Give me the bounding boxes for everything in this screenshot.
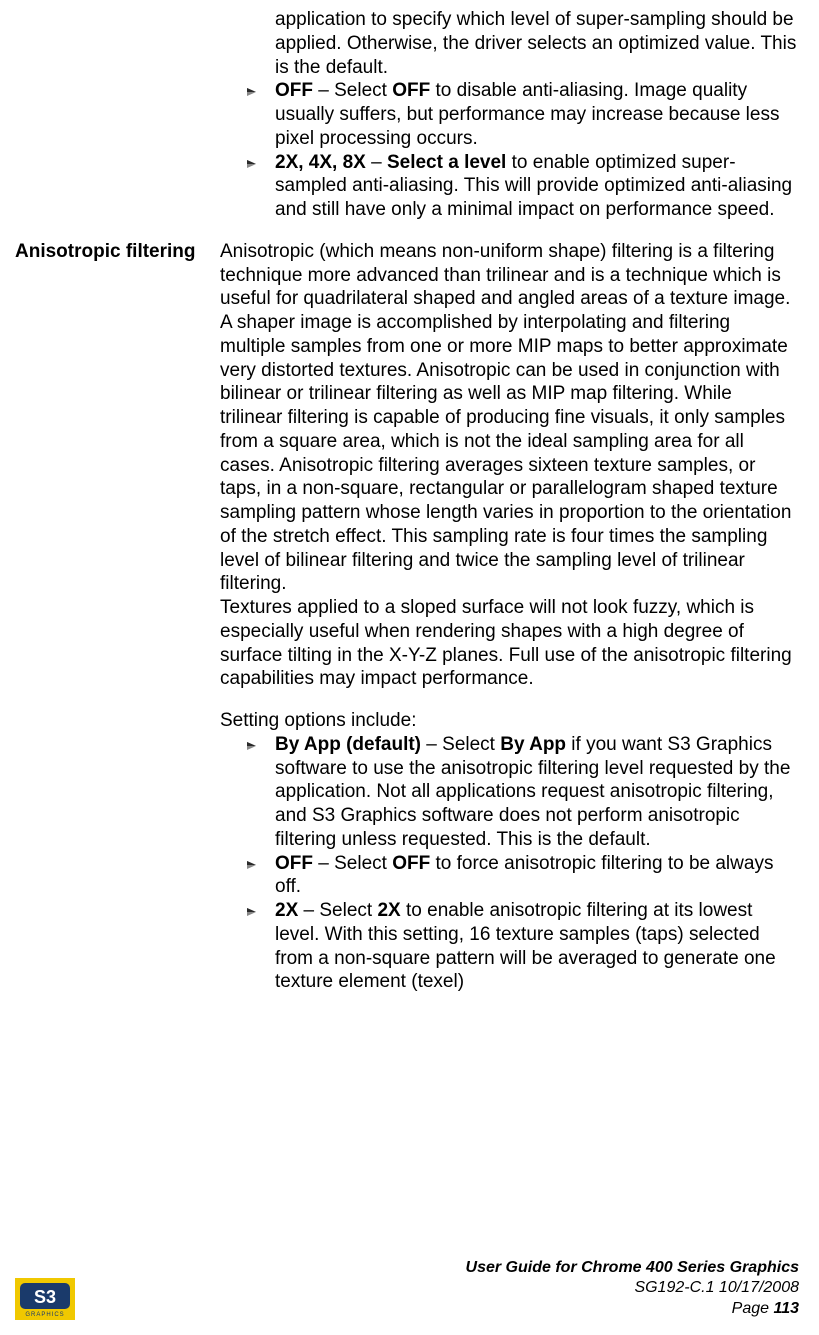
bullet-text: By App (default) – Select By App if you …	[275, 734, 790, 850]
options-intro: Setting options include:	[220, 709, 799, 733]
section2-bullets: By App (default) – Select By App if you …	[220, 733, 799, 994]
page-label: Page	[732, 1300, 774, 1317]
svg-text:S3: S3	[34, 1287, 56, 1307]
bullet-item: 2X – Select 2X to enable anisotropic fil…	[245, 899, 799, 994]
bullet-text: 2X – Select 2X to enable anisotropic fil…	[275, 900, 776, 992]
arrow-icon	[245, 154, 259, 168]
bullet-item: By App (default) – Select By App if you …	[245, 733, 799, 852]
svg-text:GRAPHICS: GRAPHICS	[25, 1312, 64, 1318]
section1-content: application to specify which level of su…	[220, 8, 799, 222]
s3-logo: S3 GRAPHICS	[15, 1278, 75, 1320]
page-number: 113	[773, 1300, 799, 1317]
para1: Anisotropic (which means non-uniform sha…	[220, 240, 799, 596]
bullet-text: OFF – Select OFF to force anisotropic fi…	[275, 853, 773, 898]
bullet-item: OFF – Select OFF to disable anti-aliasin…	[245, 79, 799, 150]
bullet-text: OFF – Select OFF to disable anti-aliasin…	[275, 80, 779, 149]
para2: Textures applied to a sloped surface wil…	[220, 596, 799, 691]
bullet-item: OFF – Select OFF to force anisotropic fi…	[245, 852, 799, 900]
footer-doc-id: SG192-C.1 10/17/2008	[466, 1278, 799, 1299]
page-footer: S3 GRAPHICS User Guide for Chrome 400 Se…	[15, 1258, 799, 1320]
arrow-icon	[245, 855, 259, 869]
arrow-icon	[245, 82, 259, 96]
arrow-icon	[245, 736, 259, 750]
footer-page: Page 113	[466, 1299, 799, 1320]
section-antialiasing-continuation: application to specify which level of su…	[15, 8, 799, 222]
section2-content: Anisotropic (which means non-uniform sha…	[220, 240, 799, 994]
bullet-item: 2X, 4X, 8X – Select a level to enable op…	[245, 151, 799, 222]
section-anisotropic: Anisotropic filtering Anisotropic (which…	[15, 240, 799, 994]
intro-continuation-text: application to specify which level of su…	[220, 8, 799, 79]
section1-bullets: OFF – Select OFF to disable anti-aliasin…	[220, 79, 799, 222]
anisotropic-label: Anisotropic filtering	[15, 240, 220, 264]
arrow-icon	[245, 902, 259, 916]
bullet-text: 2X, 4X, 8X – Select a level to enable op…	[275, 152, 792, 221]
footer-title: User Guide for Chrome 400 Series Graphic…	[466, 1258, 799, 1279]
footer-text-block: User Guide for Chrome 400 Series Graphic…	[466, 1258, 799, 1320]
